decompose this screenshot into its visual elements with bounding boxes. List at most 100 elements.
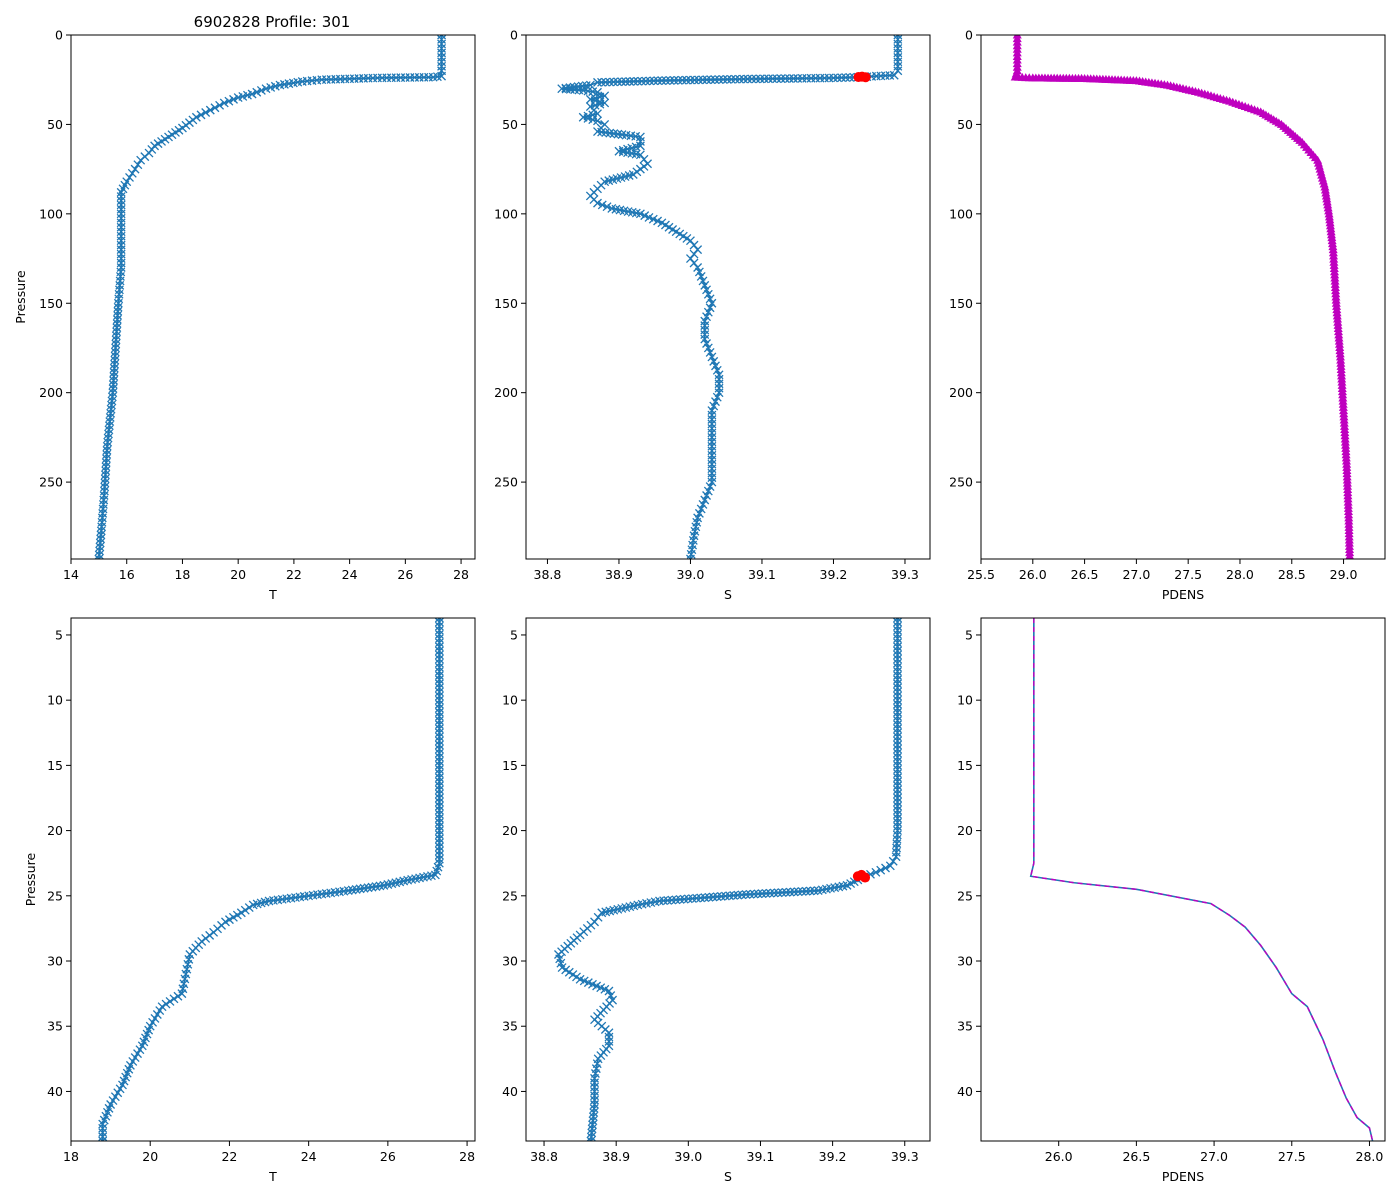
data-marker (177, 989, 187, 999)
data-marker (215, 100, 225, 110)
data-marker (434, 646, 444, 656)
data-marker (113, 302, 123, 312)
data-marker (434, 842, 444, 852)
data-marker (641, 76, 651, 86)
data-marker (893, 618, 902, 623)
data-marker (434, 716, 444, 726)
data-marker (252, 87, 262, 97)
data-marker (696, 504, 706, 514)
data-marker (434, 732, 444, 742)
y-tick-label: 15 (47, 758, 63, 773)
data-marker (434, 846, 444, 856)
data-marker (893, 646, 902, 656)
data-marker (777, 888, 787, 898)
y-tick-label: 20 (957, 823, 973, 838)
data-marker (434, 785, 444, 795)
data-marker (645, 76, 655, 86)
data-marker (893, 671, 902, 680)
data-marker (240, 905, 250, 915)
data-marker (893, 679, 902, 689)
plot-area (554, 618, 902, 1141)
data-marker (96, 526, 106, 536)
data-marker (434, 695, 444, 705)
data-marker (893, 801, 902, 811)
data-marker (434, 642, 444, 652)
data-marker (434, 813, 444, 823)
data-marker (700, 495, 710, 505)
data-marker (128, 1056, 138, 1066)
x-tick-label: 26.0 (1019, 567, 1047, 582)
data-marker (673, 75, 683, 85)
data-marker (781, 887, 791, 897)
highlight-point (853, 72, 864, 83)
data-marker (893, 707, 902, 717)
marker-group (1010, 35, 1355, 559)
data-marker (893, 675, 902, 685)
data-marker (784, 74, 794, 84)
data-marker (130, 164, 140, 174)
chart-sal-zoom: 38.8 38.9 39.0 39.1 39.2 39.3 5 10 15 20 25 30 35 40 S (502, 617, 931, 1184)
data-marker (893, 695, 902, 705)
data-marker (893, 666, 902, 676)
data-marker (893, 703, 902, 713)
x-axis-label: T (268, 587, 277, 602)
data-marker (434, 850, 444, 860)
data-marker (112, 323, 122, 333)
data-marker (893, 629, 902, 639)
data-marker (96, 534, 106, 544)
y-tick-label: 0 (55, 28, 63, 43)
data-marker (705, 482, 715, 492)
data-marker (706, 75, 716, 85)
data-marker (893, 654, 902, 664)
data-marker (893, 817, 902, 827)
data-marker (705, 347, 715, 357)
data-marker (434, 805, 444, 815)
data-marker (173, 991, 183, 1001)
data-marker (98, 1119, 108, 1129)
data-marker (714, 75, 724, 84)
x-tick-label: 39.3 (891, 567, 919, 582)
data-marker (726, 74, 736, 84)
data-marker (434, 756, 444, 766)
data-marker (597, 200, 607, 210)
data-marker (256, 85, 266, 95)
data-marker (693, 263, 703, 272)
x-tick-label: 38.9 (602, 1149, 630, 1164)
data-marker (95, 546, 105, 556)
x-tick-label: 39.2 (819, 1149, 847, 1164)
data-marker (893, 625, 902, 635)
data-marker (102, 454, 111, 463)
data-marker (696, 271, 706, 281)
x-tick-label: 38.8 (534, 567, 562, 582)
data-marker (597, 908, 607, 918)
data-marker (434, 801, 444, 811)
data-marker (709, 401, 719, 411)
data-marker (893, 662, 902, 672)
y-tick-label: 100 (494, 206, 518, 221)
data-marker (789, 887, 799, 897)
data-marker (893, 813, 902, 823)
data-marker (604, 1028, 614, 1038)
axes-frame (525, 617, 931, 1142)
y-tick-label: 0 (510, 28, 518, 43)
data-marker (148, 1017, 158, 1027)
data-marker (137, 1041, 147, 1051)
data-marker (102, 445, 112, 455)
data-marker (112, 315, 122, 324)
data-marker (769, 888, 779, 898)
data-marker (700, 334, 710, 344)
data-marker (244, 903, 254, 913)
series-dashed-line (1029, 618, 1374, 1141)
data-marker (694, 267, 704, 277)
data-marker (201, 108, 211, 117)
y-tick-label: 250 (949, 475, 973, 490)
data-marker (604, 1032, 614, 1042)
data-marker (434, 854, 444, 864)
y-tick-label: 30 (957, 954, 973, 969)
data-marker (434, 838, 444, 848)
data-marker (210, 103, 220, 113)
data-marker (434, 712, 444, 721)
data-marker (97, 522, 107, 532)
data-marker (765, 888, 775, 898)
marker-group (94, 35, 447, 559)
